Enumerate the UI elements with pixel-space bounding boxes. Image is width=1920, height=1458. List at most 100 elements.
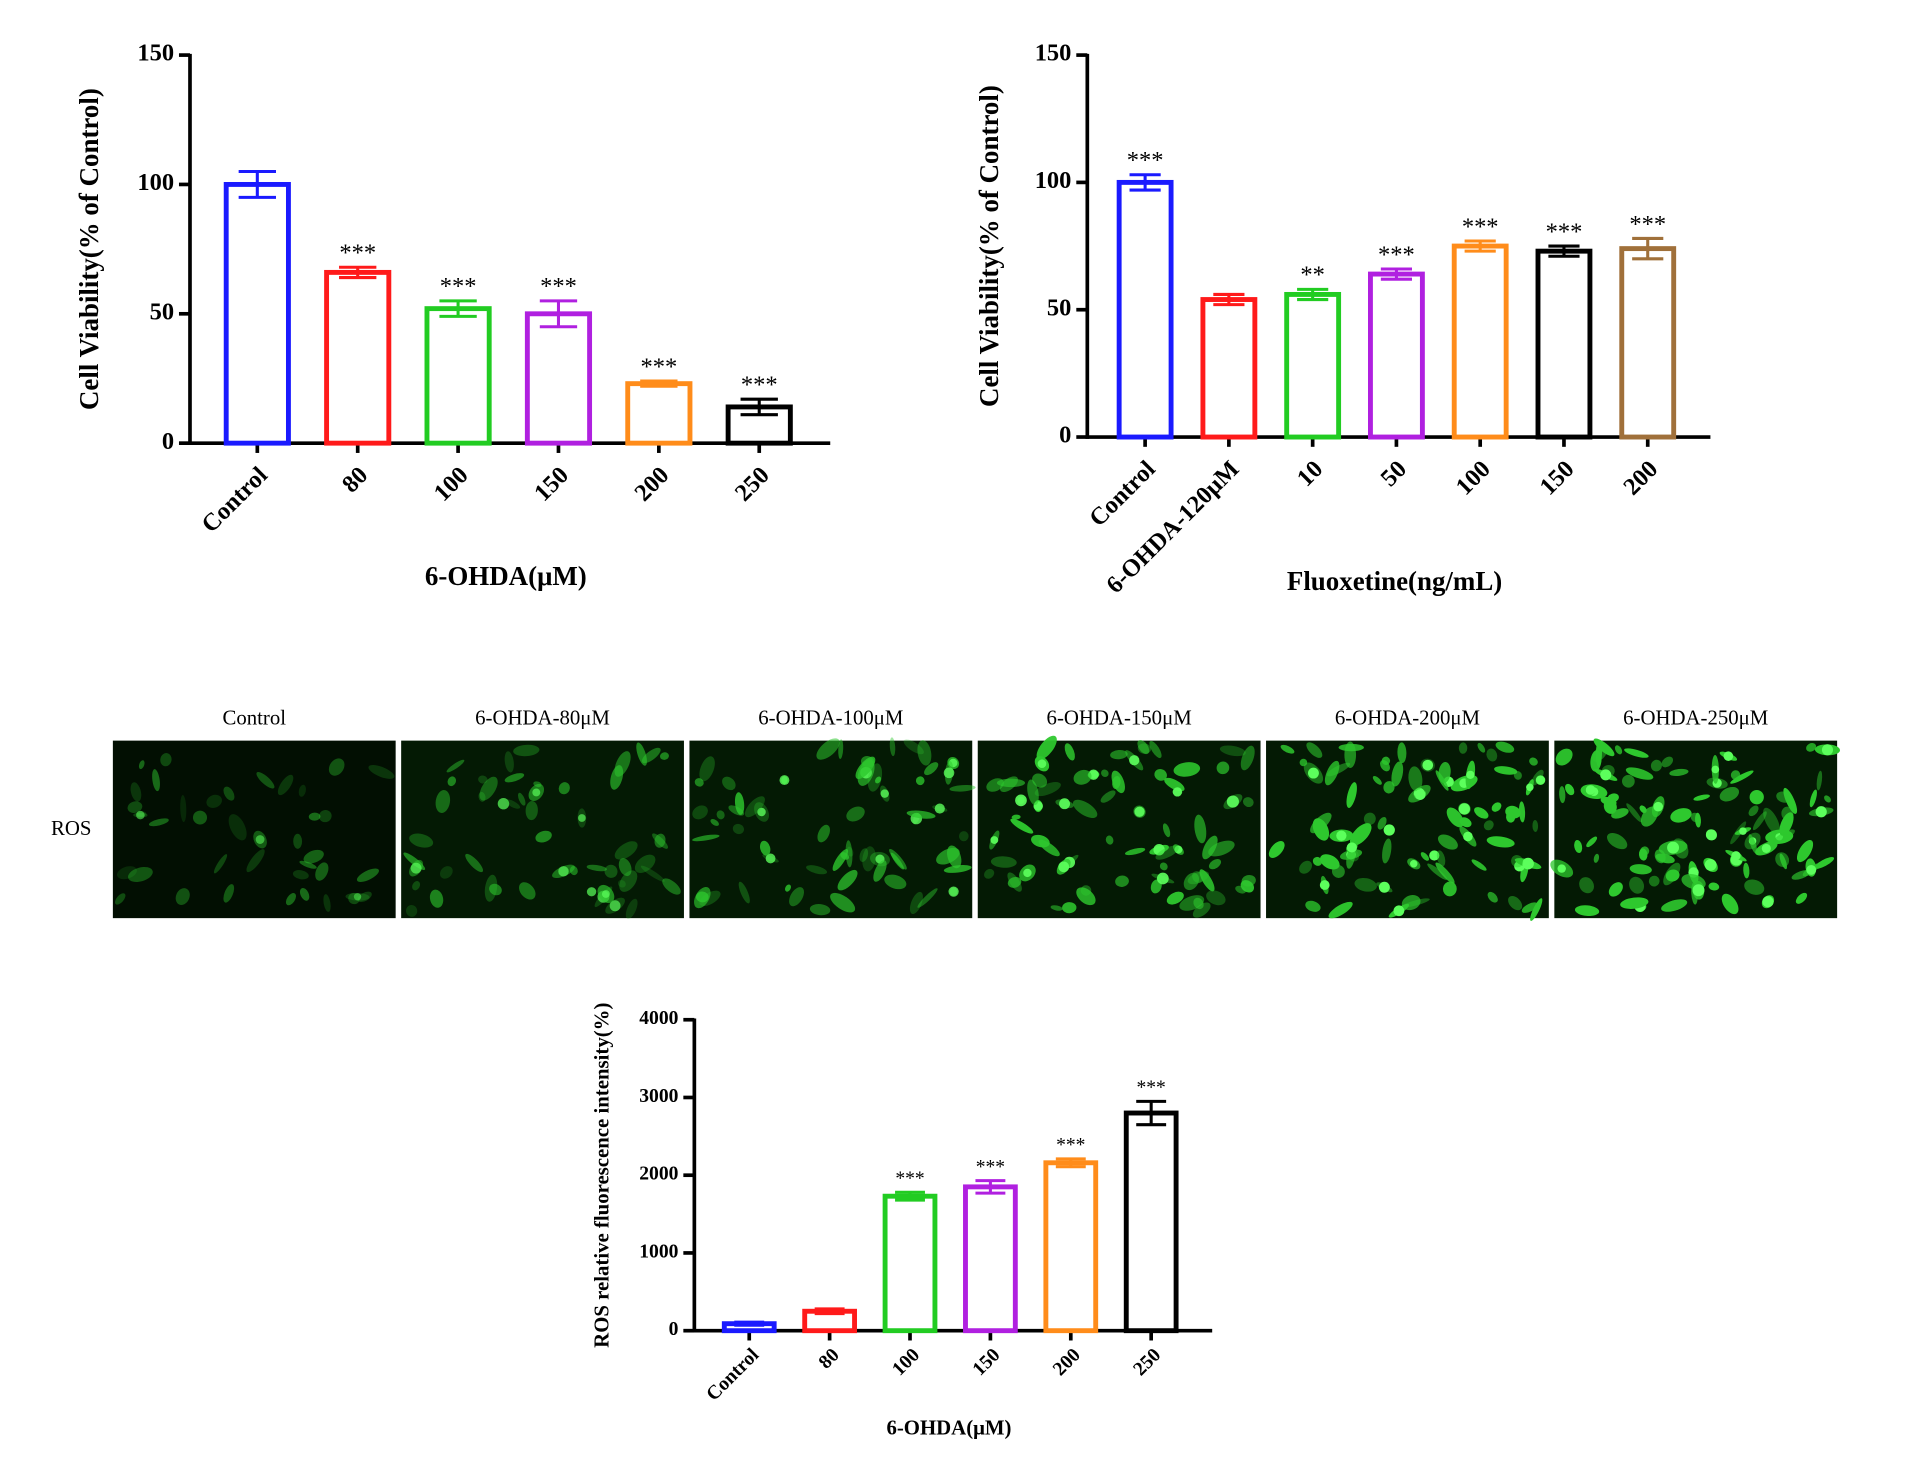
nucleus <box>1463 831 1473 842</box>
cell <box>489 883 502 896</box>
cell <box>1638 848 1648 861</box>
cell <box>285 893 296 906</box>
cell <box>1073 769 1092 785</box>
cell <box>1442 881 1457 897</box>
nucleus <box>1731 851 1741 861</box>
cell <box>130 782 142 802</box>
nucleus <box>1723 751 1734 761</box>
nucleus <box>1410 860 1418 868</box>
cell <box>429 889 444 908</box>
cell <box>292 870 309 880</box>
cell <box>636 742 647 766</box>
x-tick-label: 200 <box>1618 456 1663 501</box>
nucleus <box>1458 803 1471 815</box>
y-tick-label: 0 <box>1059 422 1071 449</box>
nucleus <box>558 866 569 877</box>
error-bar <box>1055 1157 1086 1169</box>
nucleus <box>1156 872 1169 885</box>
cell <box>634 854 656 874</box>
cell <box>692 834 720 842</box>
cell <box>1299 860 1313 874</box>
error-bar <box>1213 292 1245 307</box>
x-tick-label: 100 <box>888 1344 924 1380</box>
cell <box>903 739 924 755</box>
x-tick-label: 10 <box>1292 456 1328 492</box>
cell <box>409 833 434 848</box>
cell <box>1606 833 1628 850</box>
bar <box>1535 248 1593 440</box>
cell <box>1034 782 1061 797</box>
column-label: 6-OHDA-80μM <box>475 706 610 730</box>
cell <box>1162 823 1171 838</box>
significance: *** <box>1056 1135 1085 1156</box>
nucleus <box>136 810 145 820</box>
nucleus <box>1815 806 1827 818</box>
cell <box>518 792 526 806</box>
cell <box>1194 814 1207 844</box>
error-bar <box>814 1307 845 1316</box>
x-tick-label: Control <box>703 1344 764 1405</box>
cell <box>1427 863 1448 880</box>
cell <box>1824 795 1831 803</box>
cell <box>832 849 849 871</box>
cell <box>1474 807 1489 819</box>
cell <box>1518 801 1526 823</box>
x-tick-label: 100 <box>1451 456 1496 501</box>
nucleus <box>1704 859 1717 871</box>
micrograph-bg <box>112 740 396 919</box>
column-label: Control <box>222 706 286 730</box>
cell <box>484 874 498 902</box>
cell <box>1391 761 1404 787</box>
cell <box>1796 839 1814 863</box>
cell <box>694 778 704 787</box>
significance: *** <box>1462 213 1499 240</box>
cell <box>1011 814 1021 820</box>
nucleus <box>1414 789 1426 800</box>
nucleus <box>1557 864 1566 873</box>
cell <box>738 881 750 904</box>
cell <box>917 740 932 766</box>
nucleus <box>1653 801 1663 812</box>
cell <box>1216 761 1230 775</box>
cell <box>1532 819 1539 832</box>
cell <box>356 868 380 882</box>
cell <box>1010 818 1034 834</box>
cell <box>734 792 745 815</box>
cell <box>1483 820 1494 831</box>
error-bar <box>895 1190 925 1202</box>
cell <box>1670 808 1692 823</box>
cell <box>862 846 876 872</box>
cell <box>1748 805 1759 817</box>
cell <box>303 849 324 864</box>
cell <box>412 881 421 891</box>
cell <box>1438 761 1451 784</box>
error-bar <box>1129 173 1161 192</box>
bar <box>1116 179 1174 440</box>
cell <box>1586 836 1598 848</box>
nucleus <box>1226 795 1239 808</box>
nucleus <box>1585 785 1596 795</box>
micrograph <box>112 740 396 919</box>
cell <box>614 841 638 860</box>
significance: *** <box>540 273 577 300</box>
cell <box>175 888 190 905</box>
nucleus <box>1739 827 1747 835</box>
cell <box>1763 807 1780 835</box>
nucleus <box>1037 759 1047 769</box>
cell <box>1648 875 1660 887</box>
cell <box>1772 829 1795 845</box>
cell <box>1007 876 1022 888</box>
cell <box>884 874 907 890</box>
cell <box>1064 743 1075 761</box>
nucleus <box>1378 881 1390 893</box>
nucleus <box>497 797 510 810</box>
cell <box>1124 847 1146 856</box>
significance: *** <box>976 1157 1005 1178</box>
cell <box>1721 893 1739 915</box>
cell <box>299 887 310 901</box>
column-label: 6-OHDA-200μM <box>1335 706 1480 730</box>
y-tick-label: 150 <box>137 40 174 67</box>
y-tick-label: 100 <box>137 169 174 196</box>
error-bar <box>1464 239 1496 253</box>
cell <box>1349 823 1372 846</box>
